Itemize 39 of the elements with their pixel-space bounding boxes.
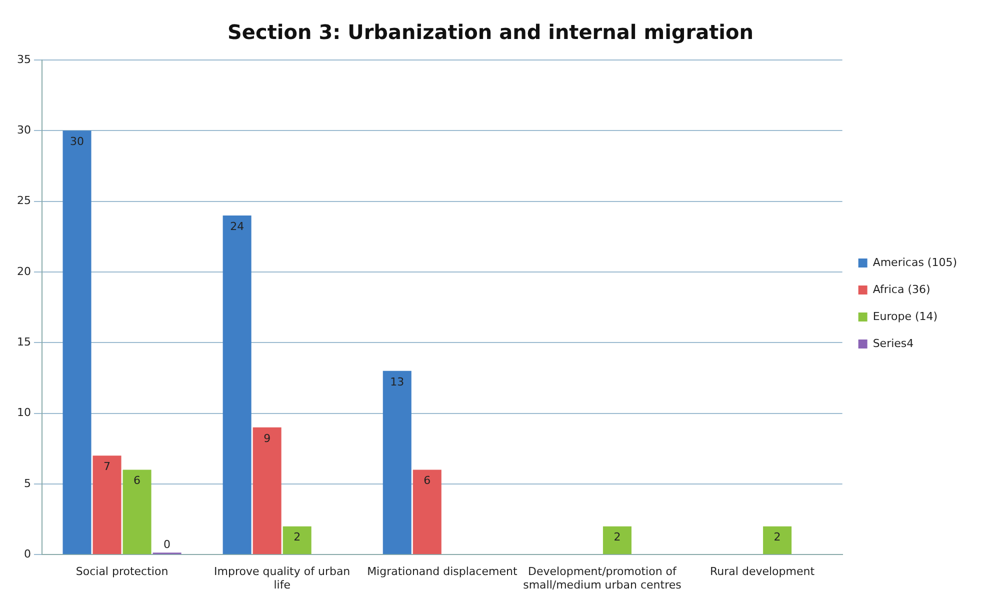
data-label: 6 bbox=[134, 474, 141, 488]
y-tick-label: 20 bbox=[16, 264, 31, 278]
bar bbox=[382, 370, 412, 554]
bar bbox=[412, 470, 442, 554]
legend-label: Africa (36) bbox=[872, 282, 930, 296]
data-label: 24 bbox=[230, 220, 244, 233]
data-label: 9 bbox=[264, 432, 271, 445]
y-tick-label: 0 bbox=[24, 547, 31, 560]
bar bbox=[222, 215, 252, 554]
bar bbox=[602, 526, 632, 554]
x-tick-label: Migrationand displacement bbox=[367, 565, 518, 578]
data-label: 2 bbox=[774, 530, 781, 544]
data-label: 0 bbox=[164, 538, 171, 551]
legend-label: Europe (14) bbox=[872, 310, 938, 323]
data-label: 6 bbox=[424, 474, 431, 488]
chart-title: Section 3: Urbanization and internal migration bbox=[228, 20, 754, 44]
y-tick-label: 25 bbox=[16, 194, 31, 208]
x-tick-label: Development/promotion of small/medium urban centres bbox=[523, 565, 682, 592]
legend-label: Series4 bbox=[872, 336, 914, 350]
data-label: 2 bbox=[294, 530, 301, 544]
data-label: 13 bbox=[390, 375, 404, 388]
bar bbox=[763, 526, 792, 554]
data-label: 2 bbox=[614, 530, 621, 544]
x-tick-label: Rural development bbox=[710, 565, 816, 578]
y-tick-label: 35 bbox=[16, 52, 31, 66]
y-tick-label: 30 bbox=[16, 124, 31, 137]
legend-label: Americas (105) bbox=[872, 256, 958, 269]
bar bbox=[122, 470, 152, 554]
data-label: 30 bbox=[70, 135, 84, 148]
y-tick-label: 10 bbox=[16, 406, 31, 420]
bar bbox=[282, 526, 312, 554]
x-tick-label: Improve quality of urban life bbox=[214, 565, 350, 592]
y-tick-label: 5 bbox=[24, 476, 31, 490]
y-tick-label: 15 bbox=[16, 335, 31, 348]
bar bbox=[62, 130, 92, 554]
bar bbox=[252, 427, 282, 554]
data-label: 7 bbox=[104, 460, 111, 474]
x-tick-label: Social protection bbox=[76, 565, 168, 578]
bar bbox=[92, 456, 122, 554]
